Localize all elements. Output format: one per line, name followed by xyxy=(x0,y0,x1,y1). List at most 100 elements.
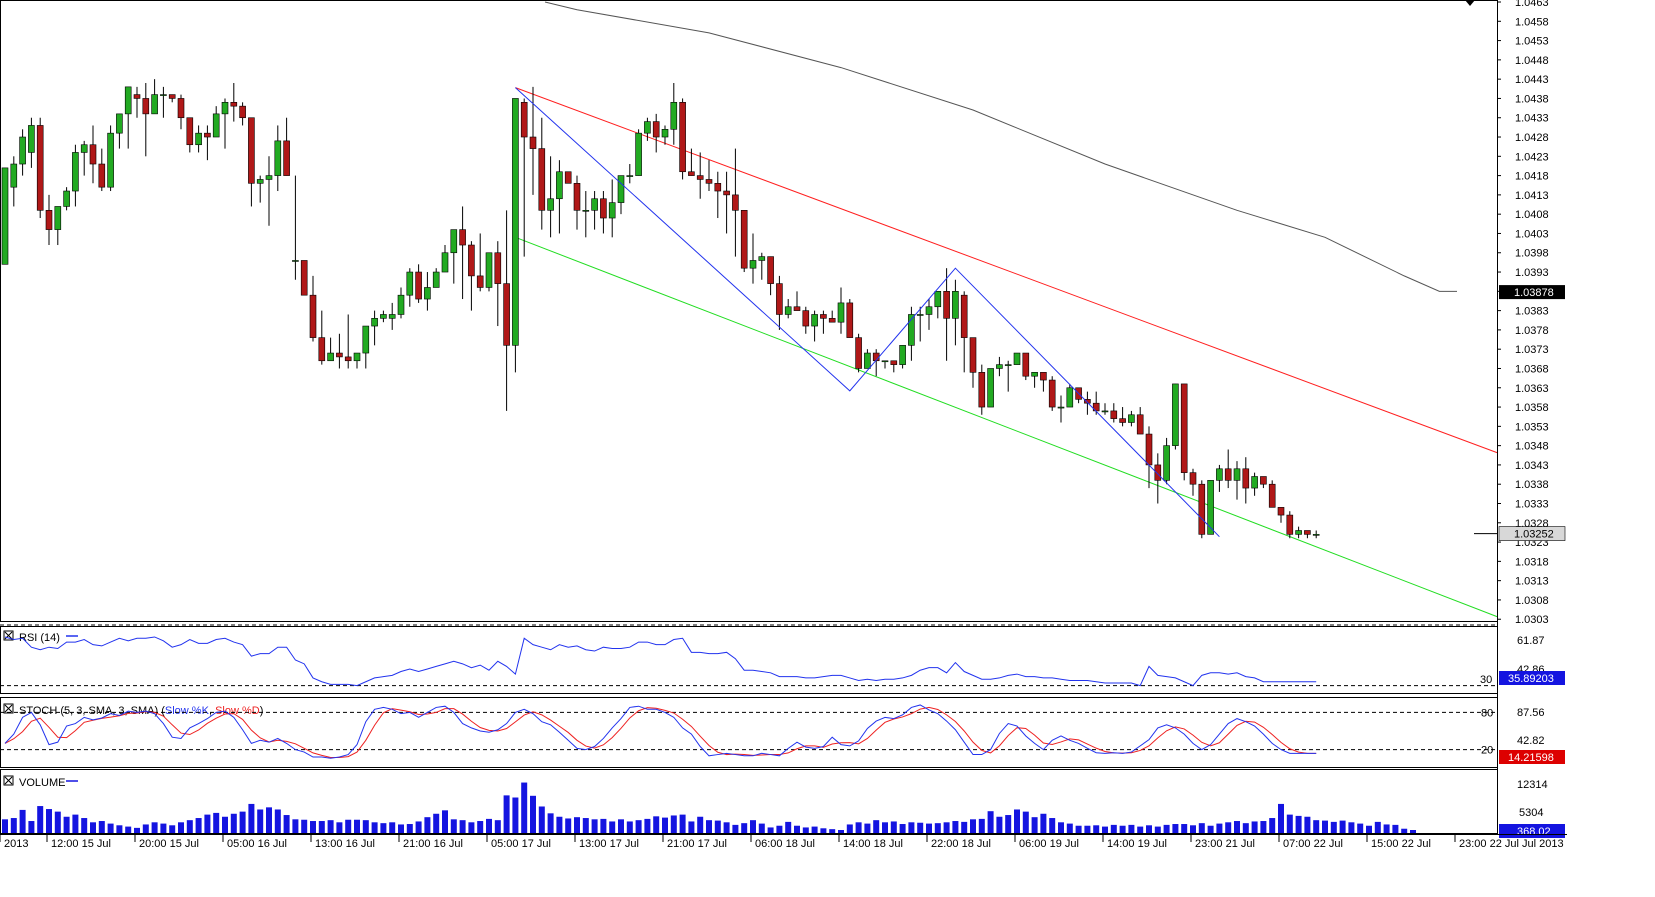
volume-bar xyxy=(63,816,70,833)
candle xyxy=(837,287,845,334)
candle xyxy=(168,94,176,103)
candle xyxy=(1110,403,1118,423)
candle-body xyxy=(1172,383,1179,446)
rsi-level-30-label: 30 xyxy=(1480,674,1492,686)
volume-bar xyxy=(670,815,677,833)
candle xyxy=(388,302,396,330)
candle xyxy=(45,194,53,246)
chart-shift-marker-icon[interactable] xyxy=(1465,0,1475,6)
volume-panel[interactable]: VOLUME 12314 5304 368.02 xyxy=(2,775,1565,838)
candle xyxy=(978,364,986,415)
volume-bar xyxy=(318,821,325,833)
volume-bar xyxy=(574,817,580,833)
candle-body xyxy=(969,337,977,373)
volume-bar xyxy=(134,827,140,833)
volume-bar xyxy=(582,818,589,833)
candle-body xyxy=(1128,414,1135,423)
volume-bar xyxy=(468,822,475,833)
candle xyxy=(424,272,431,311)
candle xyxy=(1189,468,1197,496)
candle xyxy=(881,360,889,369)
candle xyxy=(916,306,924,342)
candle-body xyxy=(591,198,598,211)
candle-body xyxy=(406,271,414,296)
candle xyxy=(265,156,273,226)
volume-bar xyxy=(1014,809,1020,833)
candle xyxy=(908,306,915,361)
volume-bar xyxy=(908,822,915,833)
rsi-close-icon[interactable] xyxy=(3,630,14,641)
volume-bar xyxy=(380,823,387,833)
volume-close-icon[interactable] xyxy=(3,775,14,786)
price-tick-label: 1.0318 xyxy=(1515,556,1549,568)
volume-bar xyxy=(1207,825,1214,833)
volume-bar xyxy=(1286,814,1293,833)
candle-body xyxy=(1277,507,1285,516)
volume-bar xyxy=(644,818,651,833)
candle xyxy=(943,268,950,361)
stochastic-panel[interactable]: STOCH (5, 3, SMA, 3, SMA) (Slow %K, Slow… xyxy=(0,703,1565,764)
candle xyxy=(283,117,290,176)
candle-body xyxy=(1189,472,1197,485)
time-tick-label: 20:00 15 Jul xyxy=(139,838,199,850)
candle xyxy=(1216,464,1223,492)
candle-body xyxy=(424,287,431,300)
candle-body xyxy=(793,306,801,311)
stoch-legend-sep: , xyxy=(209,705,215,717)
candle xyxy=(1312,530,1320,539)
time-tick-label: 12:00 15 Jul xyxy=(51,838,111,850)
candle xyxy=(608,179,616,238)
time-tick-label: 22:00 18 Jul xyxy=(931,838,991,850)
candle xyxy=(503,210,510,411)
candle-body xyxy=(336,352,343,358)
candle-body xyxy=(520,101,528,138)
candle-body xyxy=(617,175,625,203)
last-price-label: 1.03252 xyxy=(1514,529,1554,541)
candle-body xyxy=(371,318,378,327)
candle xyxy=(538,117,546,230)
volume-bar xyxy=(1154,826,1161,833)
candle xyxy=(899,345,906,369)
candle-body xyxy=(1198,483,1206,535)
price-tick-label: 1.0408 xyxy=(1515,209,1549,221)
candle xyxy=(1207,480,1214,535)
candle-body xyxy=(19,136,26,165)
volume-bar xyxy=(424,817,431,833)
volume-bar xyxy=(846,824,853,833)
candle xyxy=(1198,480,1206,539)
price-panel[interactable] xyxy=(1,0,1498,618)
candle-body xyxy=(1048,379,1056,408)
candle-body xyxy=(441,252,449,273)
candle-body xyxy=(626,175,634,177)
candle xyxy=(89,125,97,184)
candle xyxy=(432,268,440,288)
volume-bar xyxy=(1304,816,1311,833)
stoch-legend-open: ( xyxy=(161,705,165,717)
volume-bar xyxy=(873,820,880,833)
volume-bar xyxy=(178,822,184,833)
candle xyxy=(520,98,528,257)
price-tick-label: 1.0463 xyxy=(1515,0,1549,9)
price-tick-label: 1.0413 xyxy=(1515,190,1549,202)
candle-body xyxy=(573,183,581,211)
stoch-value-badge xyxy=(1499,750,1565,764)
volume-bar xyxy=(961,821,968,833)
volume-bar xyxy=(538,806,545,833)
stoch-close-icon[interactable] xyxy=(3,703,14,714)
candle-body xyxy=(564,171,572,184)
candle xyxy=(547,156,554,238)
candle xyxy=(987,368,994,408)
volume-bar xyxy=(1330,821,1337,833)
candle xyxy=(1066,383,1074,408)
volume-bar xyxy=(204,814,211,833)
volume-bar xyxy=(882,822,888,833)
price-tick-label: 1.0423 xyxy=(1515,151,1549,163)
volume-bar xyxy=(530,795,536,833)
candle-body xyxy=(204,132,211,138)
price-tick-label: 1.0303 xyxy=(1515,614,1549,626)
time-tick-label: 13:00 17 Jul xyxy=(579,838,639,850)
volume-bar xyxy=(406,824,413,833)
volume-bar xyxy=(1005,815,1012,833)
